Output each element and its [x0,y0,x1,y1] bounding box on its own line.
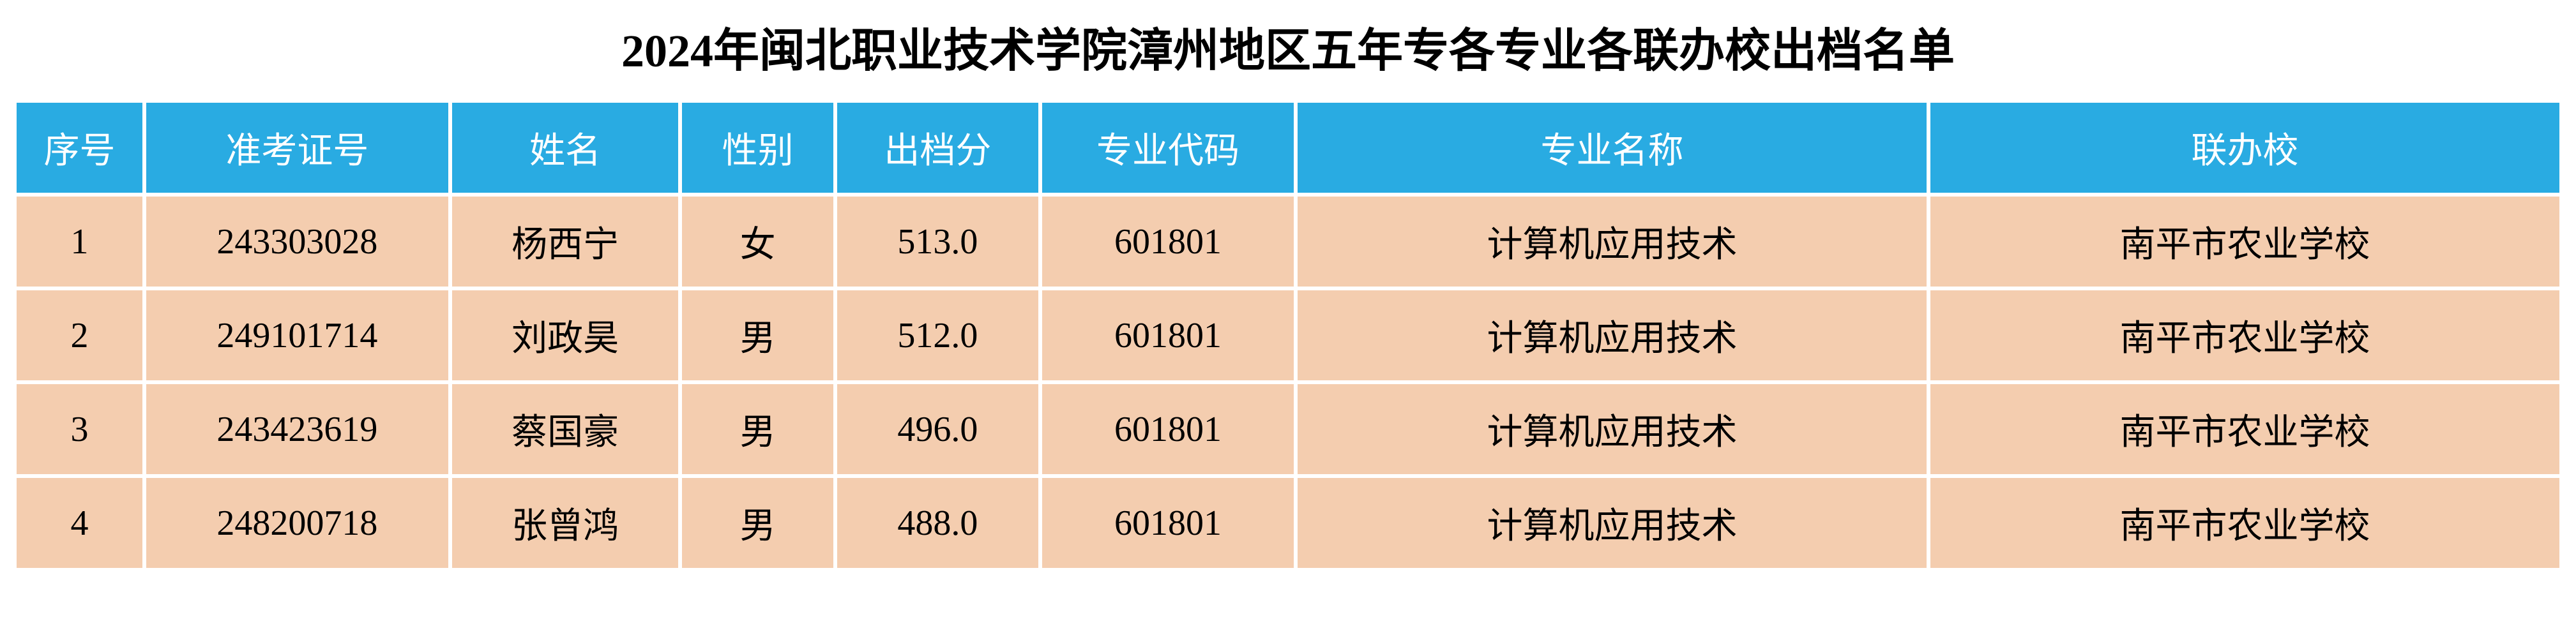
header-score: 出档分 [837,103,1038,193]
document-container: 2024年闽北职业技术学院漳州地区五年专各专业各联办校出档名单 序号 准考证号 … [13,13,2563,572]
header-gender: 性别 [682,103,833,193]
cell-exam-id: 249101714 [146,290,448,380]
cell-score: 512.0 [837,290,1038,380]
admission-table: 序号 准考证号 姓名 性别 出档分 专业代码 专业名称 联办校 1 243303… [13,99,2563,572]
table-body: 1 243303028 杨西宁 女 513.0 601801 计算机应用技术 南… [17,197,2559,568]
table-row: 1 243303028 杨西宁 女 513.0 601801 计算机应用技术 南… [17,197,2559,287]
cell-major-name: 计算机应用技术 [1298,384,1927,474]
header-major-code: 专业代码 [1042,103,1294,193]
page-title: 2024年闽北职业技术学院漳州地区五年专各专业各联办校出档名单 [13,13,2563,80]
cell-major-name: 计算机应用技术 [1298,290,1927,380]
cell-school: 南平市农业学校 [1930,478,2559,568]
cell-score: 496.0 [837,384,1038,474]
header-seq: 序号 [17,103,142,193]
cell-seq: 1 [17,197,142,287]
cell-major-code: 601801 [1042,290,1294,380]
cell-score: 513.0 [837,197,1038,287]
cell-major-code: 601801 [1042,384,1294,474]
table-row: 3 243423619 蔡国豪 男 496.0 601801 计算机应用技术 南… [17,384,2559,474]
cell-name: 刘政昊 [452,290,679,380]
cell-name: 蔡国豪 [452,384,679,474]
cell-major-name: 计算机应用技术 [1298,478,1927,568]
cell-gender: 女 [682,197,833,287]
table-row: 2 249101714 刘政昊 男 512.0 601801 计算机应用技术 南… [17,290,2559,380]
cell-score: 488.0 [837,478,1038,568]
cell-name: 张曾鸿 [452,478,679,568]
cell-major-name: 计算机应用技术 [1298,197,1927,287]
cell-gender: 男 [682,290,833,380]
cell-seq: 4 [17,478,142,568]
table-header: 序号 准考证号 姓名 性别 出档分 专业代码 专业名称 联办校 [17,103,2559,193]
cell-exam-id: 243303028 [146,197,448,287]
cell-seq: 2 [17,290,142,380]
cell-school: 南平市农业学校 [1930,290,2559,380]
cell-gender: 男 [682,384,833,474]
header-exam-id: 准考证号 [146,103,448,193]
cell-gender: 男 [682,478,833,568]
cell-school: 南平市农业学校 [1930,197,2559,287]
cell-school: 南平市农业学校 [1930,384,2559,474]
header-name: 姓名 [452,103,679,193]
header-row: 序号 准考证号 姓名 性别 出档分 专业代码 专业名称 联办校 [17,103,2559,193]
header-school: 联办校 [1930,103,2559,193]
cell-exam-id: 248200718 [146,478,448,568]
cell-major-code: 601801 [1042,478,1294,568]
table-row: 4 248200718 张曾鸿 男 488.0 601801 计算机应用技术 南… [17,478,2559,568]
cell-exam-id: 243423619 [146,384,448,474]
cell-major-code: 601801 [1042,197,1294,287]
header-major-name: 专业名称 [1298,103,1927,193]
cell-name: 杨西宁 [452,197,679,287]
cell-seq: 3 [17,384,142,474]
